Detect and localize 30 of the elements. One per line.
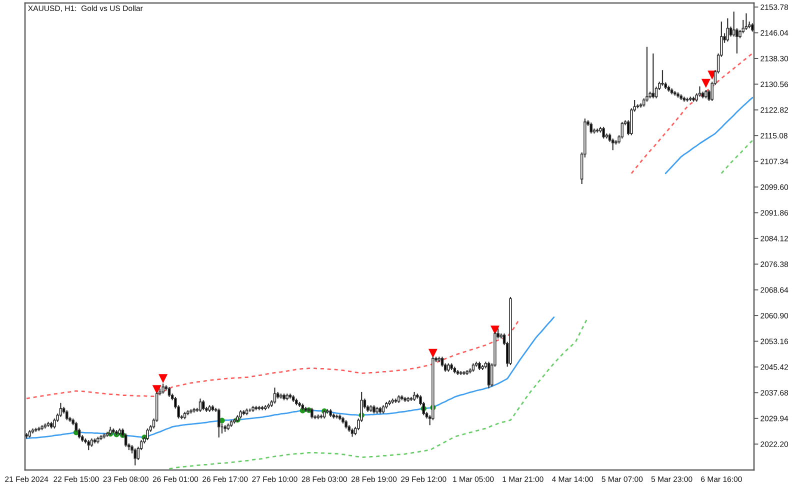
- candlestick: [726, 18, 730, 42]
- candlestick: [134, 448, 137, 466]
- candlestick: [146, 428, 149, 441]
- candlestick: [53, 418, 56, 430]
- candlestick: [744, 12, 748, 30]
- candlestick: [218, 408, 220, 438]
- candlestick: [198, 398, 202, 412]
- candlestick: [124, 432, 128, 448]
- candlestick: [620, 121, 624, 140]
- point: [158, 374, 168, 384]
- point: [701, 78, 710, 88]
- candlestick: [162, 383, 164, 394]
- candlestick: [602, 126, 605, 140]
- candlestick: [273, 387, 276, 404]
- candlestick: [732, 11, 736, 38]
- candlestick: [310, 407, 314, 420]
- point: [428, 348, 438, 358]
- candlestick: [646, 46, 648, 102]
- candlestick: [661, 70, 664, 86]
- candlestick: [487, 361, 490, 389]
- candlestick: [202, 400, 205, 411]
- point: [152, 385, 162, 394]
- candlestick: [168, 386, 171, 398]
- candlestick: [65, 410, 68, 421]
- candlestick: [440, 356, 444, 368]
- candlestick: [87, 440, 90, 451]
- candlestick: [590, 122, 593, 134]
- candlestick: [652, 52, 655, 99]
- candlestick: [611, 138, 614, 151]
- candlestick: [698, 86, 702, 98]
